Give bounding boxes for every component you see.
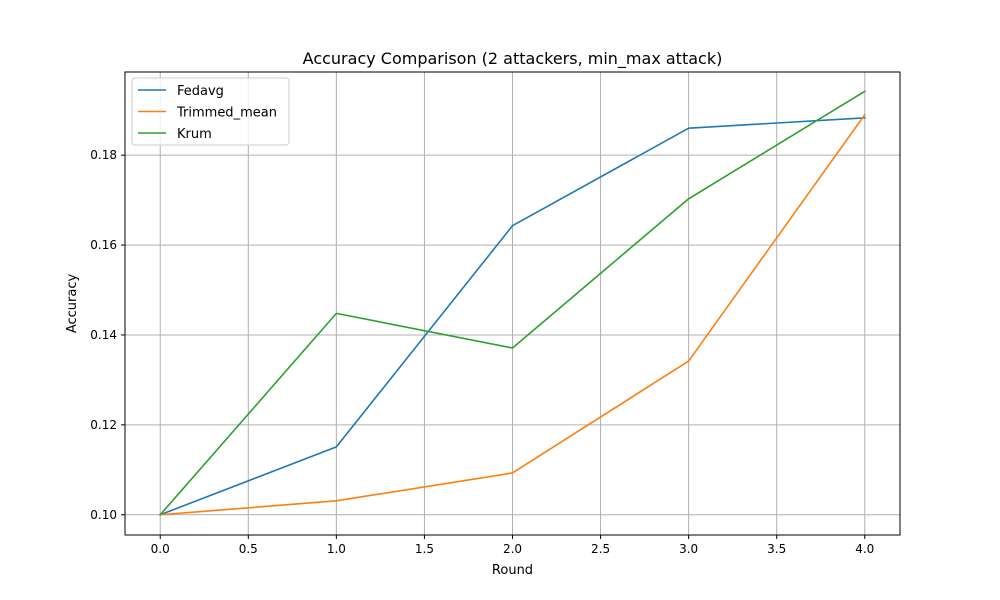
y-axis-ticks: 0.10 0.12 0.14 0.16 0.18 <box>90 148 125 522</box>
x-tick-label: 0.5 <box>239 542 258 556</box>
x-tick-label: 4.0 <box>855 542 874 556</box>
x-tick-label: 2.0 <box>503 542 522 556</box>
x-tick-label: 3.0 <box>679 542 698 556</box>
y-tick-label: 0.10 <box>90 508 117 522</box>
grid <box>125 72 900 535</box>
y-tick-label: 0.14 <box>90 328 117 342</box>
x-tick-label: 0.0 <box>151 542 170 556</box>
legend-label-fedavg: Fedavg <box>177 84 224 99</box>
y-tick-label: 0.16 <box>90 238 117 252</box>
y-axis-label: Accuracy <box>65 274 80 334</box>
y-tick-label: 0.18 <box>90 148 117 162</box>
legend: Fedavg Trimmed_mean Krum <box>131 77 290 146</box>
chart-title: Accuracy Comparison (2 attackers, min_ma… <box>303 49 723 69</box>
series-line-krum <box>159 90 866 516</box>
legend-label-trimmed-mean: Trimmed_mean <box>176 106 277 121</box>
legend-label-krum: Krum <box>177 127 212 142</box>
x-tick-label: 1.5 <box>415 542 434 556</box>
x-tick-label: 2.5 <box>591 542 610 556</box>
legend-frame <box>131 77 290 146</box>
series-line-fedavg <box>159 117 866 516</box>
x-tick-label: 1.0 <box>327 542 346 556</box>
x-axis-ticks: 0.0 0.5 1.0 1.5 2.0 2.5 3.0 3.5 4.0 <box>151 535 874 556</box>
series-line-trimmed-mean <box>159 113 866 516</box>
y-tick-label: 0.12 <box>90 418 117 432</box>
series-lines <box>159 90 866 516</box>
x-axis-label: Round <box>492 563 533 578</box>
x-tick-label: 3.5 <box>767 542 786 556</box>
